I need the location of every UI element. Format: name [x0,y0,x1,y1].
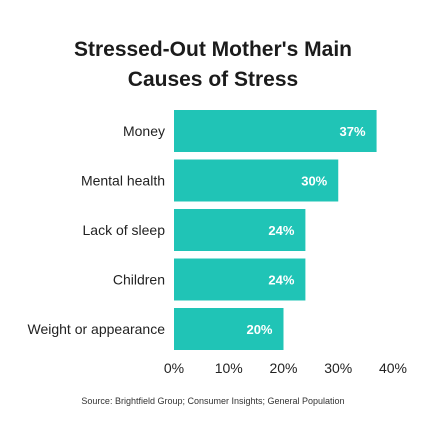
category-label-3: Children [113,272,165,288]
value-label-2: 24% [268,223,294,238]
x-axis-ticks: 0% 10% 20% 30% 40% [164,360,407,376]
category-label-0: Money [123,123,165,139]
bar-0 [174,110,377,152]
value-label-4: 20% [246,322,272,337]
bar-2 [174,209,306,251]
bar-1 [174,159,339,202]
value-label-1: 30% [301,174,327,189]
value-label-3: 24% [268,273,294,288]
category-label-1: Mental health [81,173,165,189]
category-label-4: Weight or appearance [28,321,166,337]
category-label-2: Lack of sleep [83,222,166,238]
bars-group: Money 37% Mental health 30% Lack of sleep 24%… [28,110,377,350]
x-tick-label-3: 30% [324,360,352,376]
x-tick-label-2: 20% [269,360,297,376]
chart-title-line-2: Causes of Stress [128,68,298,91]
bar-4 [174,308,284,350]
source-note: Source: Brightfield Group; Consumer Insi… [81,396,344,406]
chart-title-line-1: Stressed-Out Mother's Main [74,38,352,61]
x-tick-label-1: 10% [215,360,243,376]
value-label-0: 37% [340,124,366,139]
x-tick-label-4: 40% [379,360,407,376]
x-tick-label-0: 0% [164,360,184,376]
bar-3 [174,258,306,301]
